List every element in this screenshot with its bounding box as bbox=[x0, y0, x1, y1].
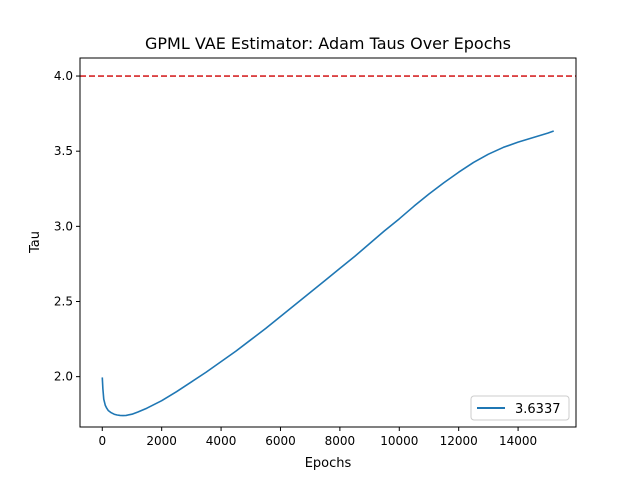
y-axis: 2.0 2.5 3.0 3.5 4.0 bbox=[54, 69, 80, 384]
y-tick-label: 2.5 bbox=[54, 294, 73, 308]
x-tick-label: 0 bbox=[98, 434, 106, 448]
x-tick-label: 8000 bbox=[325, 434, 356, 448]
x-tick-label: 4000 bbox=[206, 434, 237, 448]
y-tick-label: 4.0 bbox=[54, 69, 73, 83]
x-axis: 0 2000 4000 6000 8000 10000 12000 14000 bbox=[98, 427, 537, 448]
x-tick-label: 10000 bbox=[380, 434, 418, 448]
x-tick-label: 12000 bbox=[440, 434, 478, 448]
y-tick-label: 2.0 bbox=[54, 370, 73, 384]
y-tick-label: 3.5 bbox=[54, 144, 73, 158]
plot-area bbox=[80, 75, 576, 417]
y-tick-label: 3.0 bbox=[54, 219, 73, 233]
legend-box bbox=[470, 395, 570, 421]
y-axis-label: Tau bbox=[28, 231, 43, 254]
x-axis-label: Epochs bbox=[305, 456, 352, 471]
chart-title: GPML VAE Estimator: Adam Taus Over Epoch… bbox=[145, 34, 511, 53]
x-tick-label: 14000 bbox=[499, 434, 537, 448]
x-tick-label: 6000 bbox=[265, 434, 296, 448]
legend: 3.6337 bbox=[470, 395, 570, 421]
series-line-0 bbox=[101, 130, 554, 417]
legend-entry: 3.6337 bbox=[515, 402, 561, 417]
axes-frame bbox=[79, 57, 577, 428]
x-tick-label: 2000 bbox=[146, 434, 177, 448]
